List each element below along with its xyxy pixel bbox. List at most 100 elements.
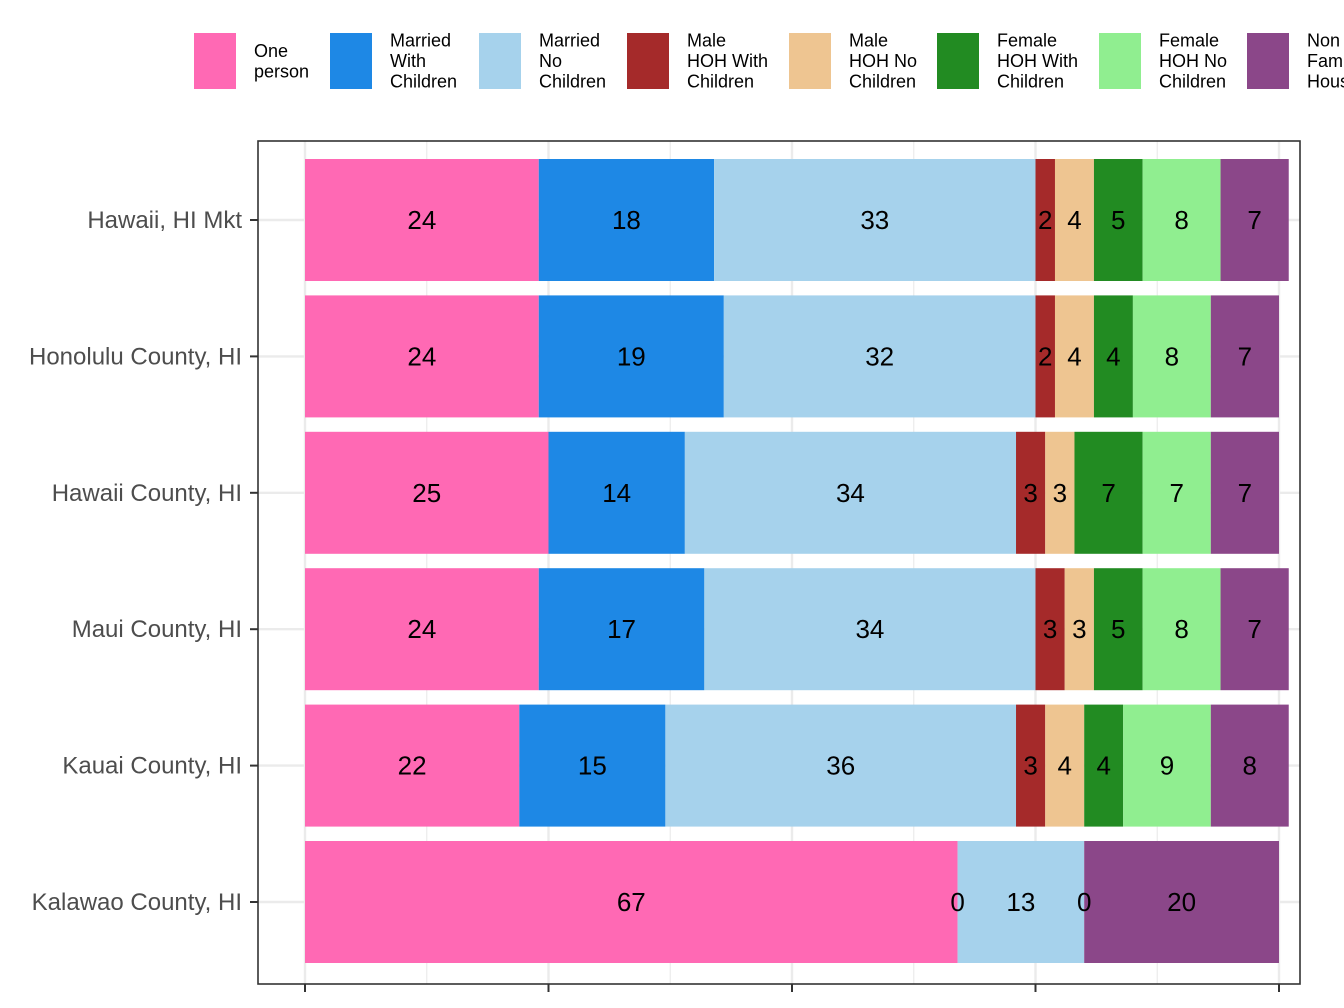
bar-segment (1064, 568, 1094, 691)
legend-label: Male HOH No Children (849, 31, 917, 92)
bar-segment (548, 431, 685, 554)
bar-value-label: 0 (1077, 887, 1091, 917)
bar-segment (1210, 431, 1279, 554)
bar-value-label: 24 (407, 614, 436, 644)
bar-segment (957, 841, 1085, 963)
bar-value-label: 34 (855, 614, 884, 644)
bar-value-label: 3 (1023, 478, 1037, 508)
bar-value-label: 25 (412, 478, 441, 508)
bar-segment (1093, 295, 1133, 418)
bar-segment (684, 431, 1017, 554)
y-axis: Hawaii, HI Mkt Honolulu County, HI Hawaii … (29, 207, 1280, 992)
legend-label: Female HOH With Children (997, 31, 1078, 92)
bar-value-label: 8 (1165, 341, 1179, 371)
bar-segment (1035, 159, 1055, 281)
bar-segment (305, 431, 549, 554)
bar-value-label: 24 (407, 205, 436, 235)
bar-value-label: 20 (1167, 887, 1196, 917)
legend-label: Female HOH No Children (1159, 31, 1227, 92)
legend-key (330, 33, 372, 89)
bar-value-label: 7 (1101, 478, 1115, 508)
bar-segment (1054, 295, 1094, 418)
bar-value-label: 33 (860, 205, 889, 235)
bar-segment (305, 704, 520, 827)
legend-label: Married With Children (390, 31, 457, 92)
bar-value-label: 0 (950, 887, 964, 917)
bar-segment (1093, 568, 1143, 691)
bar-segment (1035, 295, 1055, 418)
bar-value-label: 4 (1106, 341, 1120, 371)
bar-segment (305, 159, 539, 281)
legend-key (194, 33, 236, 89)
bar-segment (1210, 295, 1279, 418)
category-label: Honolulu County, HI (29, 343, 242, 370)
bar-value-label: 7 (1238, 478, 1252, 508)
bar-value-label: 3 (1072, 614, 1086, 644)
bar-value-label: 8 (1243, 751, 1257, 781)
plot-panel-border (257, 140, 1301, 985)
bar-value-label: 7 (1247, 614, 1261, 644)
bar-value-label: 18 (612, 205, 641, 235)
bar-segment (305, 295, 539, 418)
bar-segment (1035, 568, 1065, 691)
legend-label: Married No Children (539, 31, 606, 92)
bar-value-label: 7 (1247, 205, 1261, 235)
bars (305, 159, 1289, 963)
bar-value-label: 2 (1038, 205, 1052, 235)
bar-segment (538, 568, 705, 691)
bar-segment (723, 295, 1036, 418)
bar-segment (1210, 704, 1289, 827)
bar-segment (305, 841, 958, 963)
legend: One person Married With Children Married No Chi… (194, 31, 1344, 92)
bar-segment (538, 295, 724, 418)
bar-segment (1220, 568, 1289, 691)
bar-value-label: 4 (1057, 751, 1071, 781)
bar-value-label: 2 (1038, 341, 1052, 371)
bar-value-label: 4 (1096, 751, 1110, 781)
bar-value-label: 36 (826, 751, 855, 781)
bar-value-label: 15 (578, 751, 607, 781)
bar-segment (1093, 159, 1143, 281)
legend-key (479, 33, 521, 89)
legend-label: Male HOH With Children (687, 31, 768, 92)
bar-segment (1054, 159, 1094, 281)
category-label: Hawaii County, HI (52, 480, 242, 507)
bar-segment (1016, 431, 1046, 554)
bar-value-label: 67 (617, 887, 646, 917)
bar-value-label: 13 (1006, 887, 1035, 917)
bar-value-label: 8 (1174, 614, 1188, 644)
bar-value-label: 24 (407, 341, 436, 371)
bar-segment (1074, 431, 1143, 554)
bar-segment (1123, 704, 1211, 827)
bar-segment (1132, 295, 1211, 418)
bar-value-label: 5 (1111, 614, 1125, 644)
bar-value-label: 19 (617, 341, 646, 371)
bar-value-label: 7 (1238, 341, 1252, 371)
bar-value-label: 4 (1067, 205, 1081, 235)
bar-value-label: 3 (1043, 614, 1057, 644)
bar-segment (704, 568, 1036, 691)
category-label: Hawaii, HI Mkt (87, 207, 242, 234)
bar-value-label: 14 (602, 478, 631, 508)
legend-label: NonFamHous (1307, 31, 1344, 92)
bar-value-label: 5 (1111, 205, 1125, 235)
bar-segment (1045, 704, 1085, 827)
bar-segment (1084, 841, 1279, 963)
legend-key (1099, 33, 1141, 89)
legend-key (937, 33, 979, 89)
legend-key (627, 33, 669, 89)
category-label: Maui County, HI (72, 616, 242, 643)
bar-value-label: 9 (1160, 751, 1174, 781)
bar-value-label: 34 (836, 478, 865, 508)
bar-segment (665, 704, 1017, 827)
category-label: Kalawao County, HI (32, 889, 242, 916)
bar-value-label: 3 (1053, 478, 1067, 508)
bar-value-label: 22 (398, 751, 427, 781)
bar-value-label: 8 (1174, 205, 1188, 235)
bar-value-label: 17 (607, 614, 636, 644)
bar-value-label: 32 (865, 341, 894, 371)
bar-value-label: 4 (1067, 341, 1081, 371)
legend-key (1247, 33, 1289, 89)
bar-segment (305, 568, 539, 691)
